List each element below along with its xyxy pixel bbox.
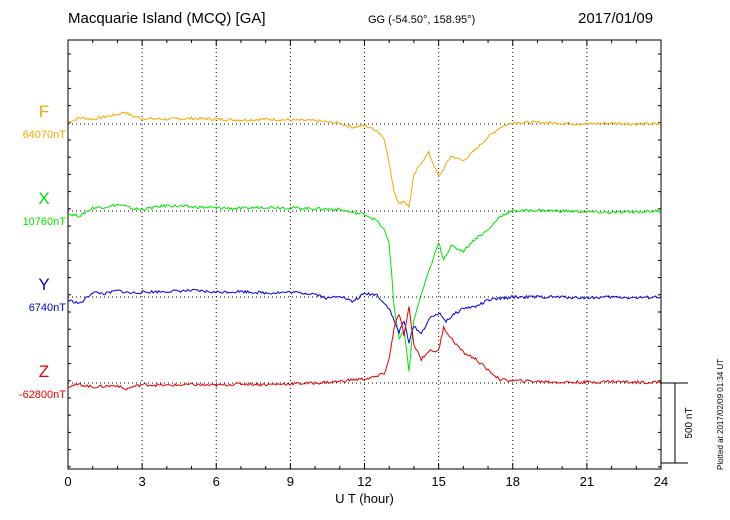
plotted-note: Plotted at 2017/02/09 01:34 UT [716, 358, 725, 470]
coordinates-label: GG (-54.50°, 158.95°) [368, 14, 476, 26]
date-label: 2017/01/09 [578, 10, 654, 27]
x-tick-label: 24 [654, 474, 668, 489]
series-line-z [67, 306, 662, 391]
x-tick-label: 3 [139, 474, 146, 489]
x-tick-label: 18 [506, 474, 520, 489]
series-baseline-label-x: 10760nT [23, 216, 67, 228]
x-tick-label: 0 [64, 474, 71, 489]
x-tick-label: 12 [357, 474, 371, 489]
series-line-f [67, 111, 662, 209]
series-baseline-label-z: -62800nT [19, 389, 66, 401]
series-name-y: Y [38, 275, 49, 294]
series-baseline-label-f: 64070nT [23, 129, 67, 141]
series-line-y [67, 288, 662, 344]
x-tick-label: 9 [287, 474, 294, 489]
x-tick-label: 21 [580, 474, 594, 489]
series-line-x [67, 203, 662, 372]
station-title: Macquarie Island (MCQ) [GA] [68, 10, 266, 27]
x-tick-label: 6 [213, 474, 220, 489]
scale-bar-label: 500 nT [684, 407, 695, 438]
series-name-x: X [38, 189, 49, 208]
series-name-f: F [39, 102, 49, 121]
series-name-z: Z [39, 362, 49, 381]
x-tick-label: 15 [431, 474, 445, 489]
series-baseline-label-y: 6740nT [29, 302, 67, 314]
x-axis-label: U T (hour) [335, 491, 394, 506]
